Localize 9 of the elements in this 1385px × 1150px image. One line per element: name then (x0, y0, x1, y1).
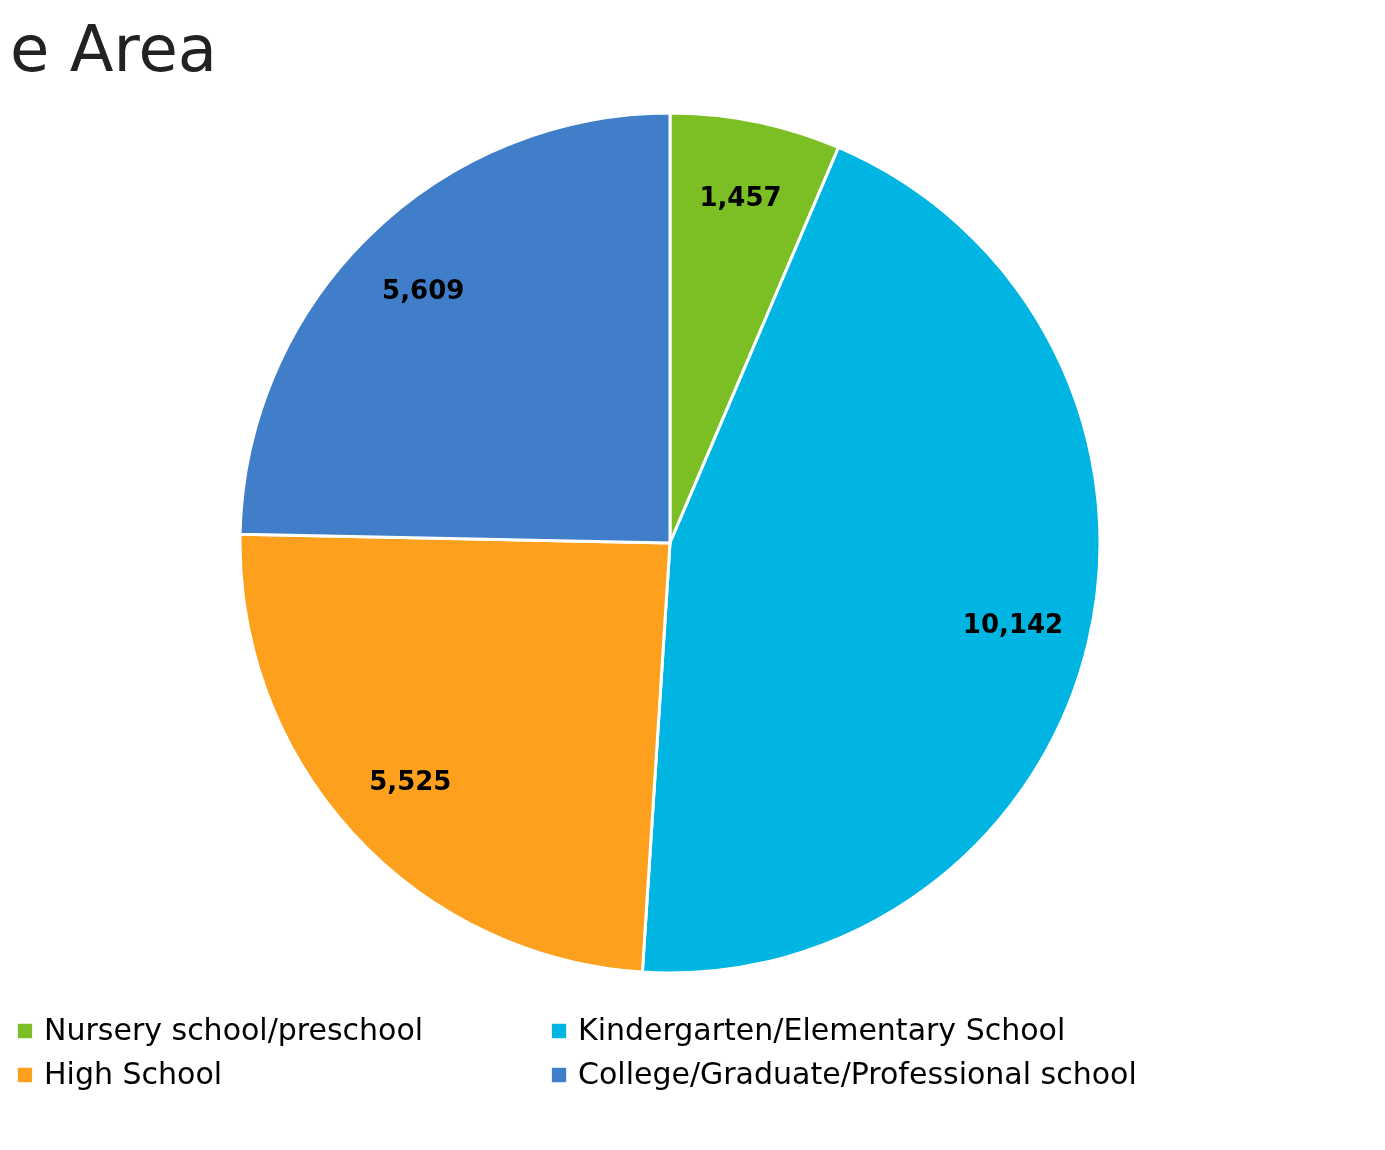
data-label: 5,609 (382, 275, 465, 306)
legend-label: Kindergarten/Elementary School (578, 1012, 1066, 1047)
legend-label: College/Graduate/Professional school (578, 1056, 1137, 1091)
data-label: 1,457 (699, 181, 782, 212)
legend-label: High School (44, 1056, 223, 1091)
data-label: 10,142 (962, 608, 1064, 639)
data-label: 5,525 (369, 765, 452, 796)
legend-label: Nursery school/preschool (44, 1012, 424, 1047)
chart-title: e Area (10, 12, 217, 86)
